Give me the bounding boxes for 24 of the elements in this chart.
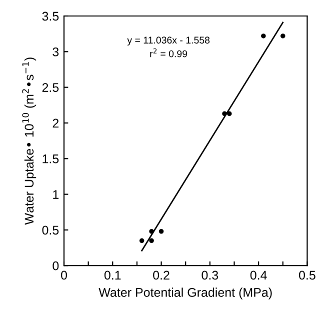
y-tick-label: 1.5 [42,154,59,164]
y-tick-label: 2 [52,118,59,128]
x-tick-label: 0.2 [153,270,170,280]
point [261,34,266,38]
point [149,238,154,244]
x-axis-title: Water Potential Gradient (MPa) [98,288,272,300]
point [280,34,286,38]
y-tick-label: 3 [52,47,59,56]
x-tick-label: 0.3 [202,270,218,280]
x-tick-label: 0.4 [250,270,267,280]
y-tick-label: 3.5 [42,12,59,21]
point [226,111,232,116]
y-tick-label: 2.5 [42,83,59,92]
y-tick-label: 0 [52,261,59,270]
y-tick-label: 0.5 [42,226,59,235]
y-tick-label: 1 [53,190,59,199]
point [139,238,144,244]
x-tick-label: 0 [61,270,67,280]
x-tick-label: 0.1 [104,270,121,280]
annotation: y = 11.036x - 1.558 [127,36,210,46]
x-tick-label: 0.5 [299,270,316,280]
y-axis-title: Water Uptake• 10$^{10}$ (m$^{2}$•s$^{−1}$) [22,58,36,225]
point [158,228,164,234]
annotation: r$^{2}$ = 0.99 [150,48,188,58]
